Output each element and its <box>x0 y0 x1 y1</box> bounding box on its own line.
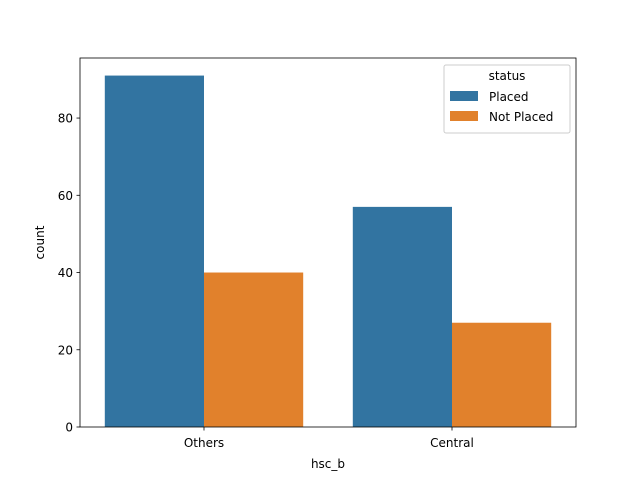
plot-frame <box>79 57 577 428</box>
legend-title: status <box>489 69 526 83</box>
y-axis-label: count <box>33 225 47 259</box>
y-tick-label: 0 <box>65 421 73 435</box>
legend-swatch <box>450 111 478 121</box>
bar-not-placed-others <box>204 272 304 427</box>
bar-not-placed-central <box>452 322 552 427</box>
x-tick-label: Others <box>184 436 224 450</box>
x-tick-label: Central <box>430 436 474 450</box>
legend: status Placed Not Placed <box>443 64 571 134</box>
y-tick-label: 80 <box>58 112 73 126</box>
bars-group <box>104 75 552 428</box>
x-axis-label: hsc_b <box>311 457 345 471</box>
bar-placed-others <box>104 75 204 428</box>
y-tick-label: 20 <box>58 343 73 357</box>
y-tick-label: 60 <box>58 189 73 203</box>
bar-placed-central <box>352 206 452 427</box>
legend-items: Placed Not Placed <box>450 90 553 124</box>
legend-swatch <box>450 91 478 101</box>
legend-label: Placed <box>489 90 529 104</box>
legend-label: Not Placed <box>489 110 553 124</box>
y-tick-label: 40 <box>58 266 73 280</box>
y-axis: 0 20 40 60 80 <box>58 112 80 435</box>
x-axis: Others Central <box>184 427 474 450</box>
